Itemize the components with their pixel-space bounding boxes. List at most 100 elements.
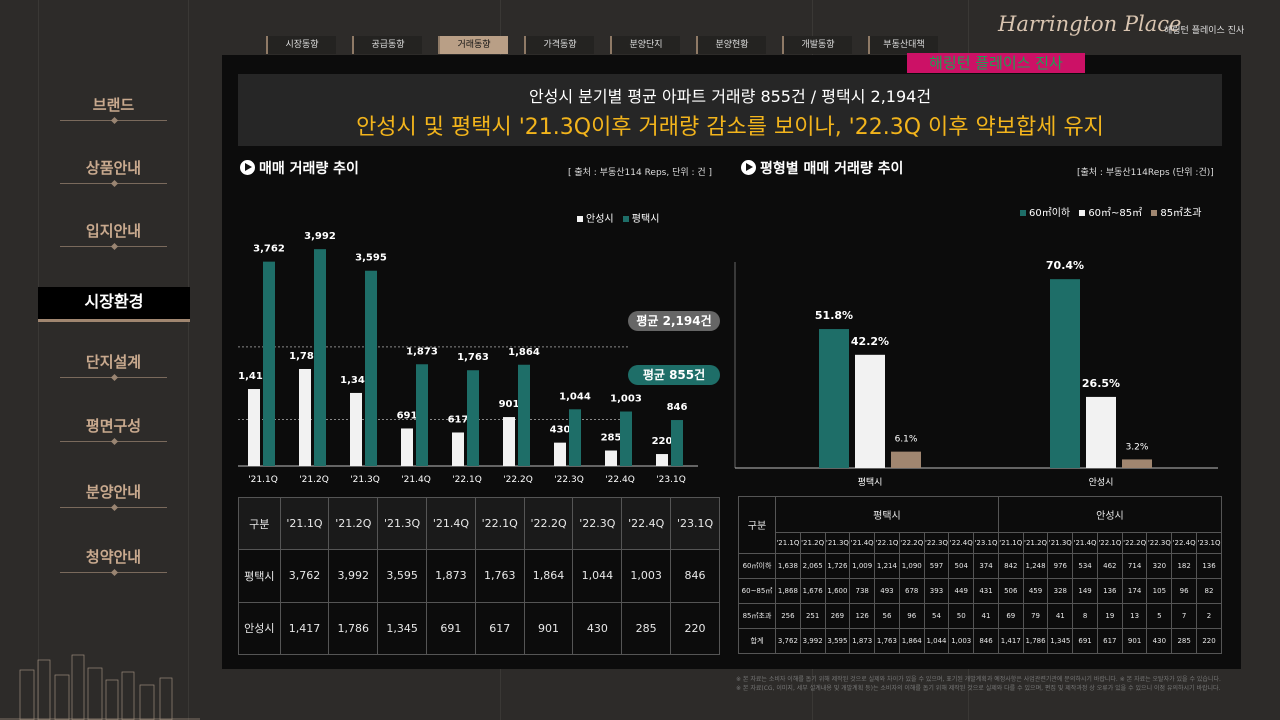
table-cell: 79 [1022, 602, 1049, 629]
table-cell: 678 [898, 577, 925, 604]
table-cell: 1,864 [523, 549, 574, 603]
table-cell: 269 [824, 602, 851, 629]
share-value-label: 51.8% [815, 309, 853, 322]
footnote-1: ※ 본 자료는 소비자 이해를 돕기 위해 제작된 것으로 실제와 차이가 있을… [736, 676, 1221, 683]
table-header: '21.1Q [775, 532, 801, 554]
bar-anseong [503, 417, 515, 466]
tab-item[interactable]: 분양현황 [696, 36, 766, 54]
sidebar-item-active[interactable]: 시장환경 [38, 287, 190, 322]
table-cell: 842 [997, 552, 1024, 579]
table-cell: 534 [1072, 552, 1098, 579]
bar-value-label: 1,417 [238, 371, 270, 382]
table-header: '23.1Q [1196, 532, 1222, 554]
table-row: 60~85㎡ 1,868 1,676 1,600 738 493 678 393 449 431 5… [738, 577, 1222, 604]
tab-item[interactable]: 부동산대책 [868, 36, 938, 54]
table-header: '21.3Q [1047, 532, 1074, 554]
table-header: '21.1Q [997, 532, 1024, 554]
tab-item[interactable]: 공급동향 [352, 36, 422, 54]
bar-pyeongtaek [518, 364, 530, 466]
row-label: 60~85㎡ [738, 577, 776, 604]
tab-item[interactable]: 개발동향 [782, 36, 852, 54]
table-cell: 691 [426, 601, 476, 656]
bar-pyeongtaek [671, 420, 683, 466]
sidebar-item[interactable]: 청약안내 [60, 546, 167, 573]
left-legend: 안성시 평택시 [571, 210, 659, 225]
table-cell: 285 [621, 601, 672, 656]
sidebar-item-label: 평면구성 [85, 417, 142, 435]
table-header: '22.2Q [898, 532, 925, 554]
table-cell: 182 [1171, 552, 1198, 579]
tab-item[interactable]: 시장동향 [266, 36, 336, 54]
bar-anseong [605, 450, 617, 466]
share-bar [891, 451, 921, 468]
table-cell: 7 [1171, 602, 1198, 629]
table-cell: 96 [898, 602, 925, 629]
table-cell: 846 [670, 549, 720, 603]
table-cell: 1,009 [849, 552, 876, 579]
x-tick-label: '22.4Q [605, 475, 635, 485]
table-cell: 1,786 [328, 601, 379, 656]
table-cell: 493 [874, 577, 900, 604]
size-volume-table: 구분 평택시 안성시 '21.1Q '21.2Q '21.3Q '21.4Q '22.1Q '2… [738, 495, 1223, 655]
legend-label-large: 85㎡초과 [1160, 208, 1202, 219]
sidebar-item[interactable]: 상품안내 [60, 157, 167, 184]
table-cell: 251 [799, 602, 826, 629]
table-cell: 1,726 [824, 552, 851, 579]
table-cell: 1,044 [923, 627, 950, 655]
city-skyline-illustration [0, 654, 200, 720]
table-cell: 1,345 [1047, 627, 1074, 655]
legend-label-pyeongtaek: 평택시 [631, 214, 660, 225]
table-cell: 691 [1072, 627, 1098, 655]
play-bullet-icon [741, 160, 756, 175]
table-cell: 617 [1096, 627, 1123, 655]
table-header: '22.1Q [1096, 532, 1123, 554]
table-header: '22.4Q [621, 496, 672, 551]
sidebar-item[interactable]: 단지설계 [60, 351, 167, 378]
sidebar-underline [60, 183, 167, 184]
table-cell: 2,065 [799, 552, 826, 579]
table-group-header: 평택시 [775, 495, 999, 534]
brand-logo-korean: 해링턴 플레이스 진사 [1164, 26, 1245, 36]
header-headline: 안성시 및 평택시 '21.3Q이후 거래량 감소를 보이나, '22.3Q 이… [356, 115, 1104, 140]
table-cell: 3,595 [377, 549, 428, 603]
bar-value-label: 846 [667, 402, 688, 413]
share-value-label: 42.2% [851, 335, 889, 348]
bar-value-label: 3,762 [253, 244, 285, 255]
table-cell: 459 [1022, 577, 1049, 604]
legend-label-medium: 60㎡~85㎡ [1088, 208, 1143, 219]
sidebar-item[interactable]: 분양안내 [60, 481, 167, 508]
bar-pyeongtaek [314, 249, 326, 466]
table-cell: 82 [1196, 577, 1222, 604]
x-tick-label: '21.3Q [350, 475, 380, 485]
table-header: '21.3Q [377, 496, 428, 551]
play-bullet-icon [240, 160, 255, 175]
table-header: '21.2Q [799, 532, 826, 554]
bar-value-label: 1,864 [508, 347, 540, 358]
table-cell: 69 [997, 602, 1024, 629]
x-tick-label: 평택시 [858, 477, 883, 488]
bar-value-label: 1,003 [610, 394, 642, 405]
bar-anseong [656, 454, 668, 466]
tab-item[interactable]: 거래동향 [438, 36, 508, 54]
table-cell: 2 [1196, 602, 1222, 629]
table-cell: 1,638 [775, 552, 801, 579]
table-cell: 393 [923, 577, 950, 604]
table-header-row: 구분 '21.1Q '21.2Q '21.3Q '21.4Q '22.1Q '22.2Q '2… [238, 496, 720, 551]
table-corner: 구분 [738, 496, 776, 554]
table-header: '23.1Q [670, 496, 720, 551]
table-group-row: 구분 평택시 안성시 [738, 495, 1223, 554]
sidebar-item[interactable]: 입지안내 [60, 220, 167, 247]
share-value-label: 70.4% [1046, 259, 1084, 272]
table-row: 85㎡초과 256 251 269 126 56 96 54 50 41 69 79 41 8 19 13 5 7… [738, 602, 1222, 629]
sidebar-item[interactable]: 평면구성 [60, 415, 167, 442]
tab-item[interactable]: 가격동향 [524, 36, 594, 54]
table-cell: 3,762 [279, 549, 330, 603]
legend-label-small: 60㎡이하 [1029, 208, 1071, 219]
tab-item[interactable]: 분양단지 [610, 36, 680, 54]
sidebar-item[interactable]: 브랜드 [60, 94, 167, 121]
table-cell: 285 [1171, 627, 1198, 655]
table-header: '21.4Q [849, 532, 876, 554]
table-cell: 430 [1146, 627, 1173, 655]
bar-pyeongtaek [569, 409, 581, 466]
share-bar [1050, 279, 1080, 468]
